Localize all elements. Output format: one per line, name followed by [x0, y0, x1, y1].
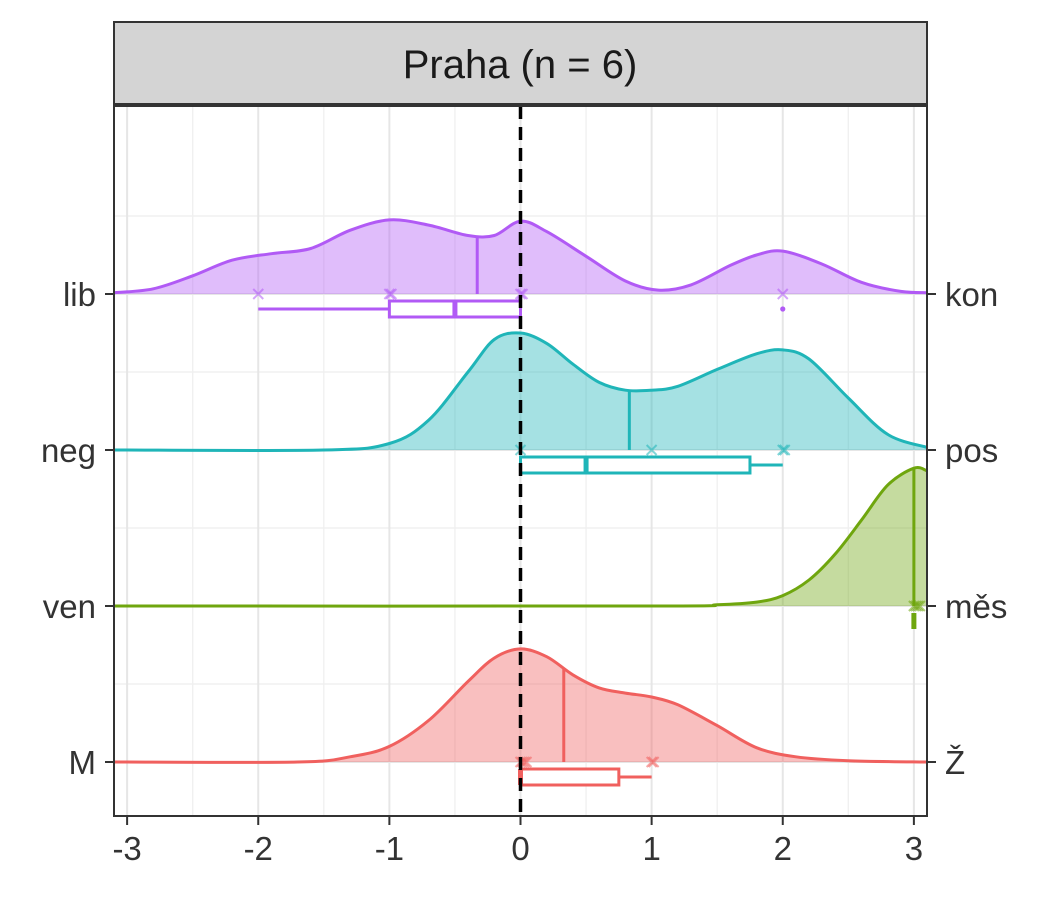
x-tick-label: 3: [905, 830, 923, 867]
data-point: [514, 288, 527, 300]
y-tick-label-right: kon: [945, 276, 998, 313]
x-tick-label: -2: [244, 830, 273, 867]
x-tick-label: 1: [642, 830, 660, 867]
outlier-point: [780, 306, 786, 312]
facet-title: Praha (n = 6): [403, 43, 638, 87]
y-tick-label-left: lib: [63, 276, 96, 313]
boxplot: [258, 299, 786, 319]
y-tick-label-left: neg: [41, 432, 96, 469]
axes: -3 -2 -1 0 1 2 3 lib kon neg pos ven měs M Ž: [41, 276, 1007, 867]
y-tick-label-left: M: [69, 744, 97, 781]
data-point: [645, 444, 658, 456]
data-point: [383, 288, 396, 300]
data-point: [520, 756, 533, 768]
data-point: [252, 288, 264, 300]
data-point: [385, 288, 398, 300]
data-point: [647, 756, 660, 768]
y-tick-label-left: ven: [43, 588, 96, 625]
data-point: [910, 600, 922, 612]
data-point: [779, 444, 791, 456]
y-tick-label-right: měs: [945, 588, 1007, 625]
facet-strip: Praha (n = 6): [113, 21, 928, 105]
y-tick-label-right: pos: [945, 432, 998, 469]
data-point: [914, 600, 926, 612]
x-tick-label: 2: [774, 830, 792, 867]
density-curve: [113, 466, 928, 608]
data-point: [777, 288, 789, 300]
density-curve: [113, 331, 928, 452]
density-curve: [113, 647, 928, 764]
y-tick-label-right: Ž: [945, 744, 965, 781]
data-point: [912, 600, 924, 612]
box: [519, 455, 752, 475]
data-point: [777, 444, 789, 456]
box: [519, 767, 621, 787]
density-fill: [114, 467, 927, 607]
x-tick-label: -1: [375, 830, 404, 867]
density-curve: [113, 218, 928, 295]
boxplot: [519, 455, 783, 475]
series-ven: [113, 466, 928, 629]
x-tick-label: -3: [112, 830, 141, 867]
x-tick-label: 0: [511, 830, 529, 867]
data-point: [645, 756, 658, 768]
